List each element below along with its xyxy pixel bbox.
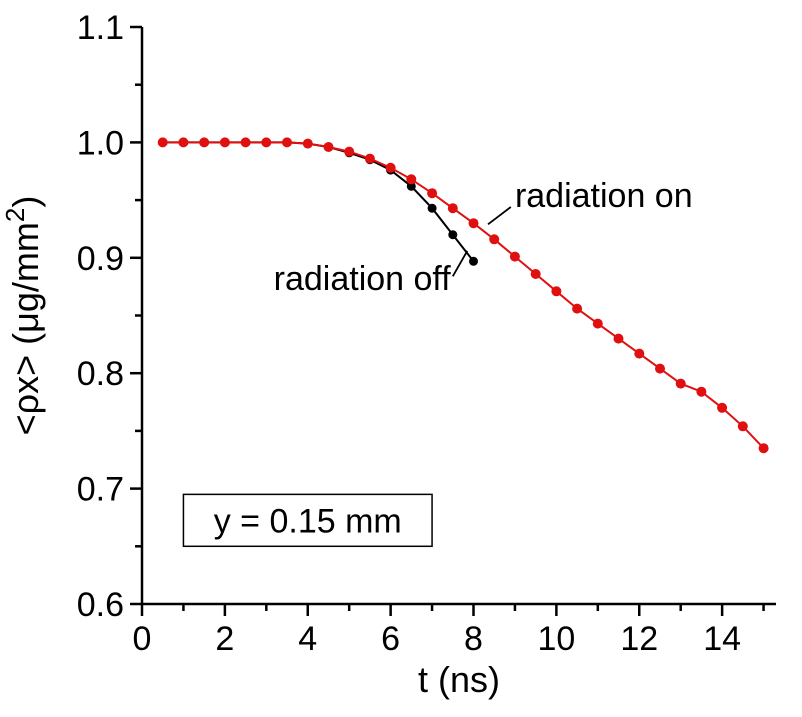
data-point (468, 218, 479, 229)
annotation-radiation-off: radiation off (274, 250, 469, 298)
annotation-text: radiation on (515, 177, 693, 215)
data-point (448, 230, 458, 240)
data-point (261, 137, 272, 148)
annotation-leader-line (452, 250, 469, 277)
data-point (157, 137, 168, 148)
tick-labels: 0 2 4 6 8 10 12 14 0.6 0.7 0.8 0.9 1.0 1.1 (77, 9, 741, 658)
series-radiation-on (157, 137, 769, 454)
data-point (364, 153, 375, 164)
data-point (178, 137, 189, 148)
x-tick-label: 4 (298, 620, 317, 658)
data-point (199, 137, 210, 148)
data-point (469, 256, 478, 266)
data-point (696, 386, 707, 397)
data-point (655, 363, 665, 374)
x-tick-label: 12 (620, 620, 658, 658)
data-point (406, 181, 416, 191)
data-point (737, 421, 748, 432)
data-point (447, 203, 458, 214)
data-point (675, 378, 686, 389)
data-point (323, 142, 334, 152)
data-point (758, 443, 769, 454)
annotation-radiation-on: radiation on (487, 177, 693, 226)
data-point (427, 203, 437, 213)
data-point (509, 251, 520, 262)
annotation-text: radiation off (274, 260, 452, 298)
axes (130, 25, 776, 616)
data-point (530, 269, 541, 279)
data-point (572, 303, 583, 314)
y-tick-label: 0.9 (77, 240, 124, 278)
data-point (592, 318, 603, 329)
data-point (385, 162, 396, 173)
data-point (427, 188, 438, 199)
x-tick-label: 0 (133, 620, 152, 658)
y-tick-label: 0.6 (77, 586, 124, 624)
x-tick-label: 10 (537, 620, 575, 658)
data-point (634, 348, 645, 359)
data-point (613, 333, 624, 344)
y-axis-label: <ρx> (μg/mm2) (0, 196, 46, 436)
data-point (406, 174, 417, 185)
annotation-box (182, 493, 433, 548)
y-tick-label: 1.0 (77, 124, 124, 162)
data-point (551, 286, 562, 297)
data-point (717, 402, 728, 413)
annotation-text: y = 0.15 mm (214, 502, 402, 540)
annotation-leader-line (487, 206, 512, 226)
x-tick-label: 8 (464, 620, 483, 658)
x-axis-label: t (ns) (418, 659, 500, 700)
data-point (282, 137, 292, 148)
data-point (344, 146, 355, 157)
y-tick-label: 0.8 (77, 355, 124, 393)
data-point (489, 234, 500, 245)
annotation-y-0-15-mm: y = 0.15 mm (182, 493, 433, 548)
data-point (302, 138, 313, 149)
data-point (240, 137, 251, 148)
y-tick-label: 1.1 (77, 9, 124, 47)
data-point (219, 137, 230, 148)
series-line (162, 141, 475, 262)
y-tick-label: 0.7 (77, 471, 124, 509)
x-tick-label: 14 (703, 620, 741, 658)
x-tick-label: 6 (381, 620, 400, 658)
x-tick-label: 2 (215, 620, 234, 658)
series-radiation-off (158, 137, 478, 266)
